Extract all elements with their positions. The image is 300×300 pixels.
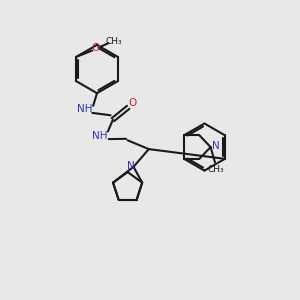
Text: CH₃: CH₃ [208, 165, 224, 174]
Text: O: O [91, 43, 99, 53]
Text: N: N [212, 141, 220, 151]
Text: CH₃: CH₃ [105, 37, 122, 46]
Text: NH: NH [77, 104, 93, 114]
Text: N: N [127, 160, 135, 171]
Text: NH: NH [92, 130, 108, 141]
Text: O: O [129, 98, 137, 108]
